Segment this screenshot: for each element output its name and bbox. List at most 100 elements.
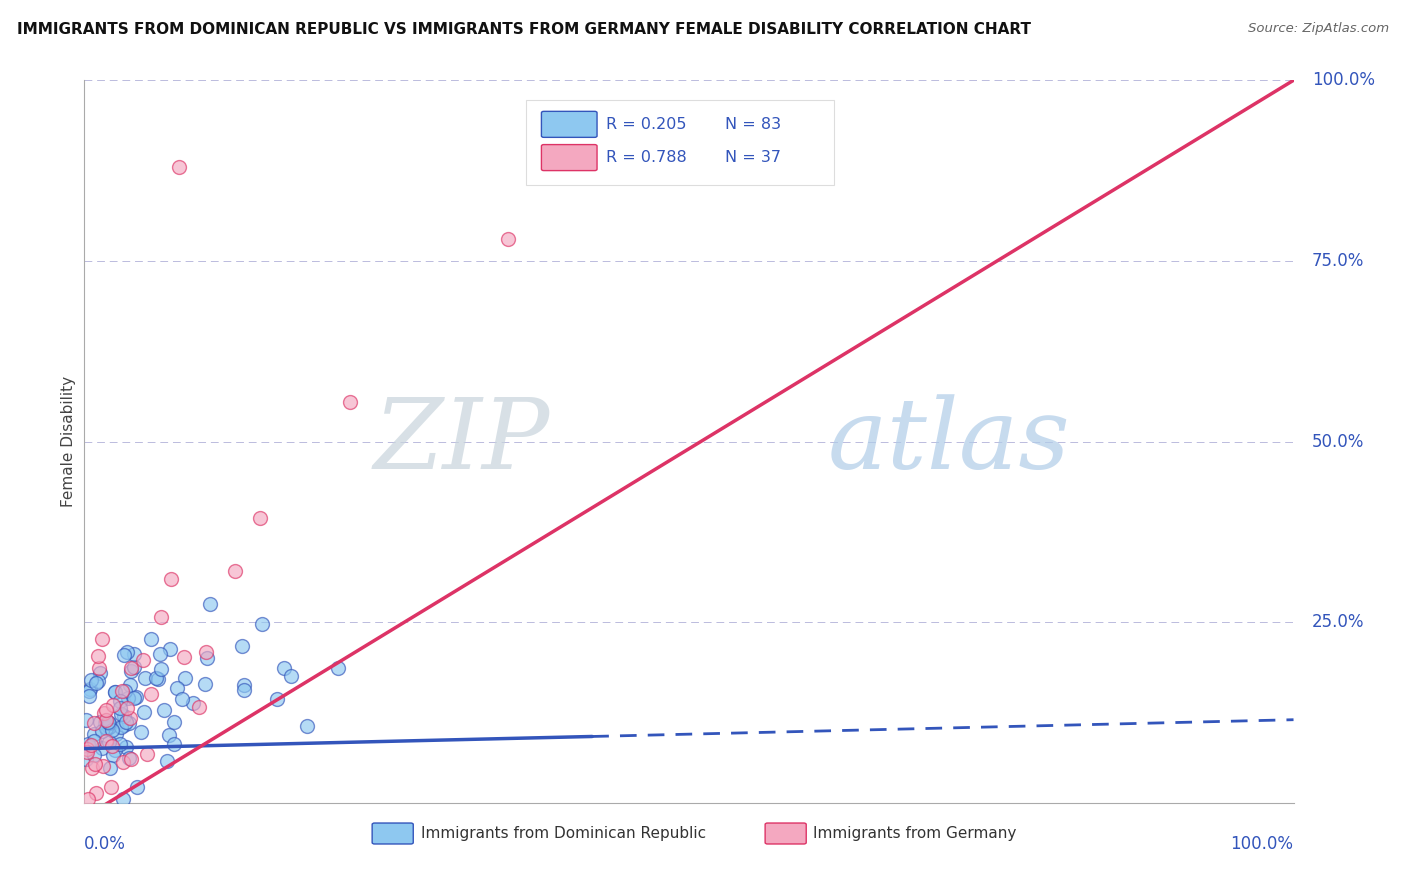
Point bbox=[120, 752, 142, 766]
Point bbox=[117, 751, 139, 765]
Point bbox=[84, 756, 107, 771]
Point bbox=[80, 673, 103, 688]
Point bbox=[120, 661, 142, 675]
Point bbox=[112, 755, 135, 769]
Point bbox=[101, 723, 124, 738]
Point bbox=[96, 721, 118, 735]
Point bbox=[108, 693, 131, 707]
Point bbox=[108, 701, 131, 715]
Text: Source: ZipAtlas.com: Source: ZipAtlas.com bbox=[1249, 22, 1389, 36]
Text: atlas: atlas bbox=[828, 394, 1071, 489]
Point bbox=[111, 683, 134, 698]
Point bbox=[232, 682, 254, 697]
Point bbox=[104, 685, 127, 699]
Point bbox=[163, 714, 186, 729]
Point bbox=[87, 661, 110, 675]
Point bbox=[80, 761, 103, 775]
Point bbox=[89, 715, 111, 730]
Point bbox=[252, 617, 274, 632]
Point bbox=[86, 676, 108, 690]
Text: N = 37: N = 37 bbox=[725, 150, 782, 165]
Point bbox=[84, 786, 107, 800]
Point bbox=[94, 703, 117, 717]
Point bbox=[339, 394, 361, 409]
Point bbox=[104, 685, 127, 699]
Point bbox=[328, 661, 350, 675]
Point bbox=[87, 648, 110, 663]
Point bbox=[100, 780, 122, 794]
Point bbox=[115, 645, 138, 659]
Point bbox=[120, 678, 142, 692]
FancyBboxPatch shape bbox=[541, 112, 598, 137]
Point bbox=[100, 761, 122, 775]
Point bbox=[86, 674, 108, 689]
Point bbox=[90, 632, 112, 646]
Point bbox=[94, 715, 117, 730]
Point bbox=[114, 709, 136, 723]
Point bbox=[96, 734, 118, 748]
Text: R = 0.788: R = 0.788 bbox=[606, 150, 686, 165]
Point bbox=[118, 711, 141, 725]
Point bbox=[195, 651, 218, 665]
Point bbox=[90, 740, 112, 755]
Point bbox=[194, 645, 217, 659]
Point bbox=[76, 792, 98, 806]
Point bbox=[80, 738, 103, 752]
Point bbox=[280, 669, 302, 683]
Point bbox=[145, 671, 167, 685]
Point bbox=[157, 728, 180, 742]
Point bbox=[110, 706, 132, 721]
Point bbox=[101, 698, 124, 713]
Point bbox=[75, 713, 97, 727]
Point bbox=[122, 647, 145, 661]
Point bbox=[96, 714, 118, 728]
Point bbox=[167, 160, 190, 174]
Point bbox=[159, 572, 181, 586]
Point bbox=[125, 690, 148, 705]
Point bbox=[97, 735, 120, 749]
Point bbox=[76, 742, 98, 756]
Point bbox=[127, 780, 149, 794]
Point bbox=[83, 748, 105, 763]
Point bbox=[93, 706, 115, 721]
Point bbox=[149, 609, 172, 624]
Point bbox=[149, 647, 172, 661]
Point bbox=[94, 721, 117, 735]
Text: 75.0%: 75.0% bbox=[1312, 252, 1364, 270]
Point bbox=[112, 648, 135, 662]
Point bbox=[194, 677, 217, 691]
Point bbox=[97, 715, 120, 730]
Point bbox=[75, 752, 97, 766]
Point bbox=[97, 715, 120, 730]
Point bbox=[122, 660, 145, 674]
Point bbox=[77, 690, 100, 704]
Point bbox=[83, 727, 105, 741]
Point bbox=[114, 683, 136, 698]
Point bbox=[155, 754, 177, 768]
Point bbox=[83, 716, 105, 731]
Point bbox=[122, 691, 145, 706]
Point bbox=[115, 740, 138, 755]
Point bbox=[173, 650, 195, 665]
Point bbox=[117, 701, 139, 715]
Point bbox=[108, 737, 131, 751]
Point bbox=[152, 703, 174, 717]
Point bbox=[91, 758, 114, 772]
Point bbox=[100, 739, 122, 753]
Point bbox=[103, 748, 125, 763]
Point bbox=[104, 743, 127, 757]
Text: Immigrants from Dominican Republic: Immigrants from Dominican Republic bbox=[420, 826, 706, 841]
Point bbox=[496, 232, 519, 246]
Point bbox=[129, 724, 152, 739]
Point bbox=[187, 700, 209, 714]
Point bbox=[112, 717, 135, 731]
Point bbox=[166, 681, 188, 695]
Point bbox=[111, 792, 134, 806]
Point bbox=[231, 639, 253, 653]
Point bbox=[149, 662, 172, 676]
Point bbox=[163, 737, 186, 751]
FancyBboxPatch shape bbox=[765, 823, 806, 844]
FancyBboxPatch shape bbox=[541, 145, 598, 170]
Point bbox=[159, 642, 181, 657]
FancyBboxPatch shape bbox=[526, 100, 834, 185]
